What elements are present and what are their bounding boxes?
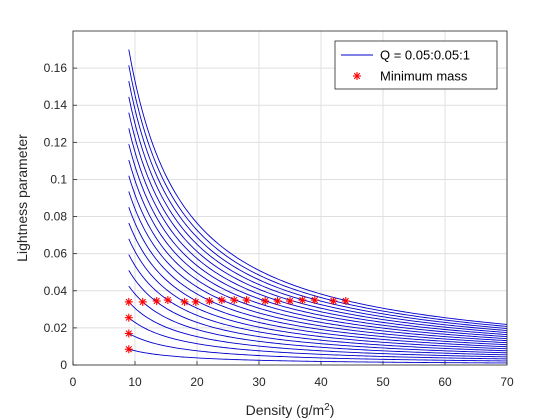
y-tick-label: 0.14 [44,98,68,112]
minimum-mass-marker [242,296,251,305]
q-curve [128,348,508,364]
x-tick-label: 0 [70,375,77,389]
q-curve [128,128,508,336]
minimum-mass-marker [329,296,338,305]
x-axis-label: Density (g/m2) [246,402,335,419]
minimum-mass-marker [341,296,350,305]
y-tick-label: 0.1 [50,172,67,186]
legend-asterisk [353,72,361,80]
q-curve [128,191,508,344]
asterisk-stroke [311,296,319,304]
legend-asterisk-swatch [353,72,361,80]
legend-entry-curves: Q = 0.05:0.05:1 [380,48,470,63]
q-curve [128,317,508,360]
q-curve [128,333,508,362]
minimum-mass-marker [205,296,214,305]
asterisk-stroke [153,297,160,305]
asterisk-stroke [139,298,146,306]
plot-border [72,30,508,366]
x-tick-label: 60 [438,375,452,389]
asterisk-stroke [230,296,238,304]
minimum-mass-marker [286,296,294,305]
y-tick-label: 0 [60,358,67,372]
asterisk-stroke [164,296,172,304]
q-curve [128,175,508,342]
x-tick-label: 50 [376,375,390,389]
asterisk-stroke [181,298,188,306]
minimum-mass-marker [230,296,239,305]
minimum-mass-marker [124,345,133,354]
asterisk-stroke [125,314,133,321]
asterisk-stroke [286,297,294,305]
minimum-mass-marker [298,296,307,305]
q-curve [128,49,508,325]
asterisk-stroke [125,346,133,353]
y-tick-label: 0.12 [44,135,68,149]
asterisk-stroke [330,297,337,305]
asterisk-stroke [274,297,281,305]
y-tick-label: 0.08 [44,210,68,224]
q-curve [128,238,508,350]
q-curve [128,144,508,338]
asterisk-stroke [206,297,213,305]
asterisk-stroke [218,296,226,304]
q-curve [128,112,508,333]
asterisk-stroke [125,298,133,306]
y-tick-label: 0.02 [44,321,68,335]
curve-family [128,49,508,364]
minimum-mass-marker [261,296,270,305]
minimum-mass-marker [180,297,189,306]
asterisk-stroke [192,298,199,306]
asterisk-stroke [299,296,306,304]
x-tick-label: 10 [128,375,142,389]
asterisk-stroke [125,330,133,337]
x-tick-label: 30 [252,375,266,389]
asterisk-stroke [261,297,269,305]
x-tick-label: 70 [500,375,514,389]
minimum-mass-marker [273,296,282,305]
legend-entry-minimum-mass: Minimum mass [380,69,468,84]
q-curve [128,207,508,346]
y-tick-label: 0.06 [44,247,68,261]
q-curve [128,270,508,354]
asterisk-stroke [353,72,361,80]
q-curve [128,254,508,352]
minimum-mass-marker [310,296,319,305]
x-tick-label: 20 [190,375,204,389]
minimum-mass-marker [124,329,133,338]
minimum-mass-marker [191,297,200,306]
q-curve [128,159,508,340]
minimum-mass-marker [163,296,172,305]
y-tick-label: 0.16 [44,61,68,75]
minimum-mass-marker [138,297,147,306]
q-curve [128,65,508,327]
minimum-mass-markers [124,296,350,354]
minimum-mass-marker [124,313,133,322]
x-tick-labels: 0 10 20 30 40 50 60 70 [70,375,514,389]
legend: Q = 0.05:0.05:1 Minimum mass [334,40,498,90]
y-axis-label: Lightness parameter [14,134,30,262]
q-curve [128,301,508,358]
minimum-mass-marker [152,296,161,305]
y-tick-label: 0.04 [44,284,68,298]
minimum-mass-marker [124,297,133,306]
minimum-mass-marker [217,296,226,305]
x-tick-label: 40 [314,375,328,389]
asterisk-stroke [342,297,350,305]
asterisk-stroke [243,296,250,304]
q-curve [128,96,508,331]
legend-box [334,40,498,90]
y-tick-labels: 0 0.02 0.04 0.06 0.08 0.1 0.12 0.14 0.16 [44,61,68,372]
q-curve [128,285,508,356]
q-curve [128,222,508,348]
